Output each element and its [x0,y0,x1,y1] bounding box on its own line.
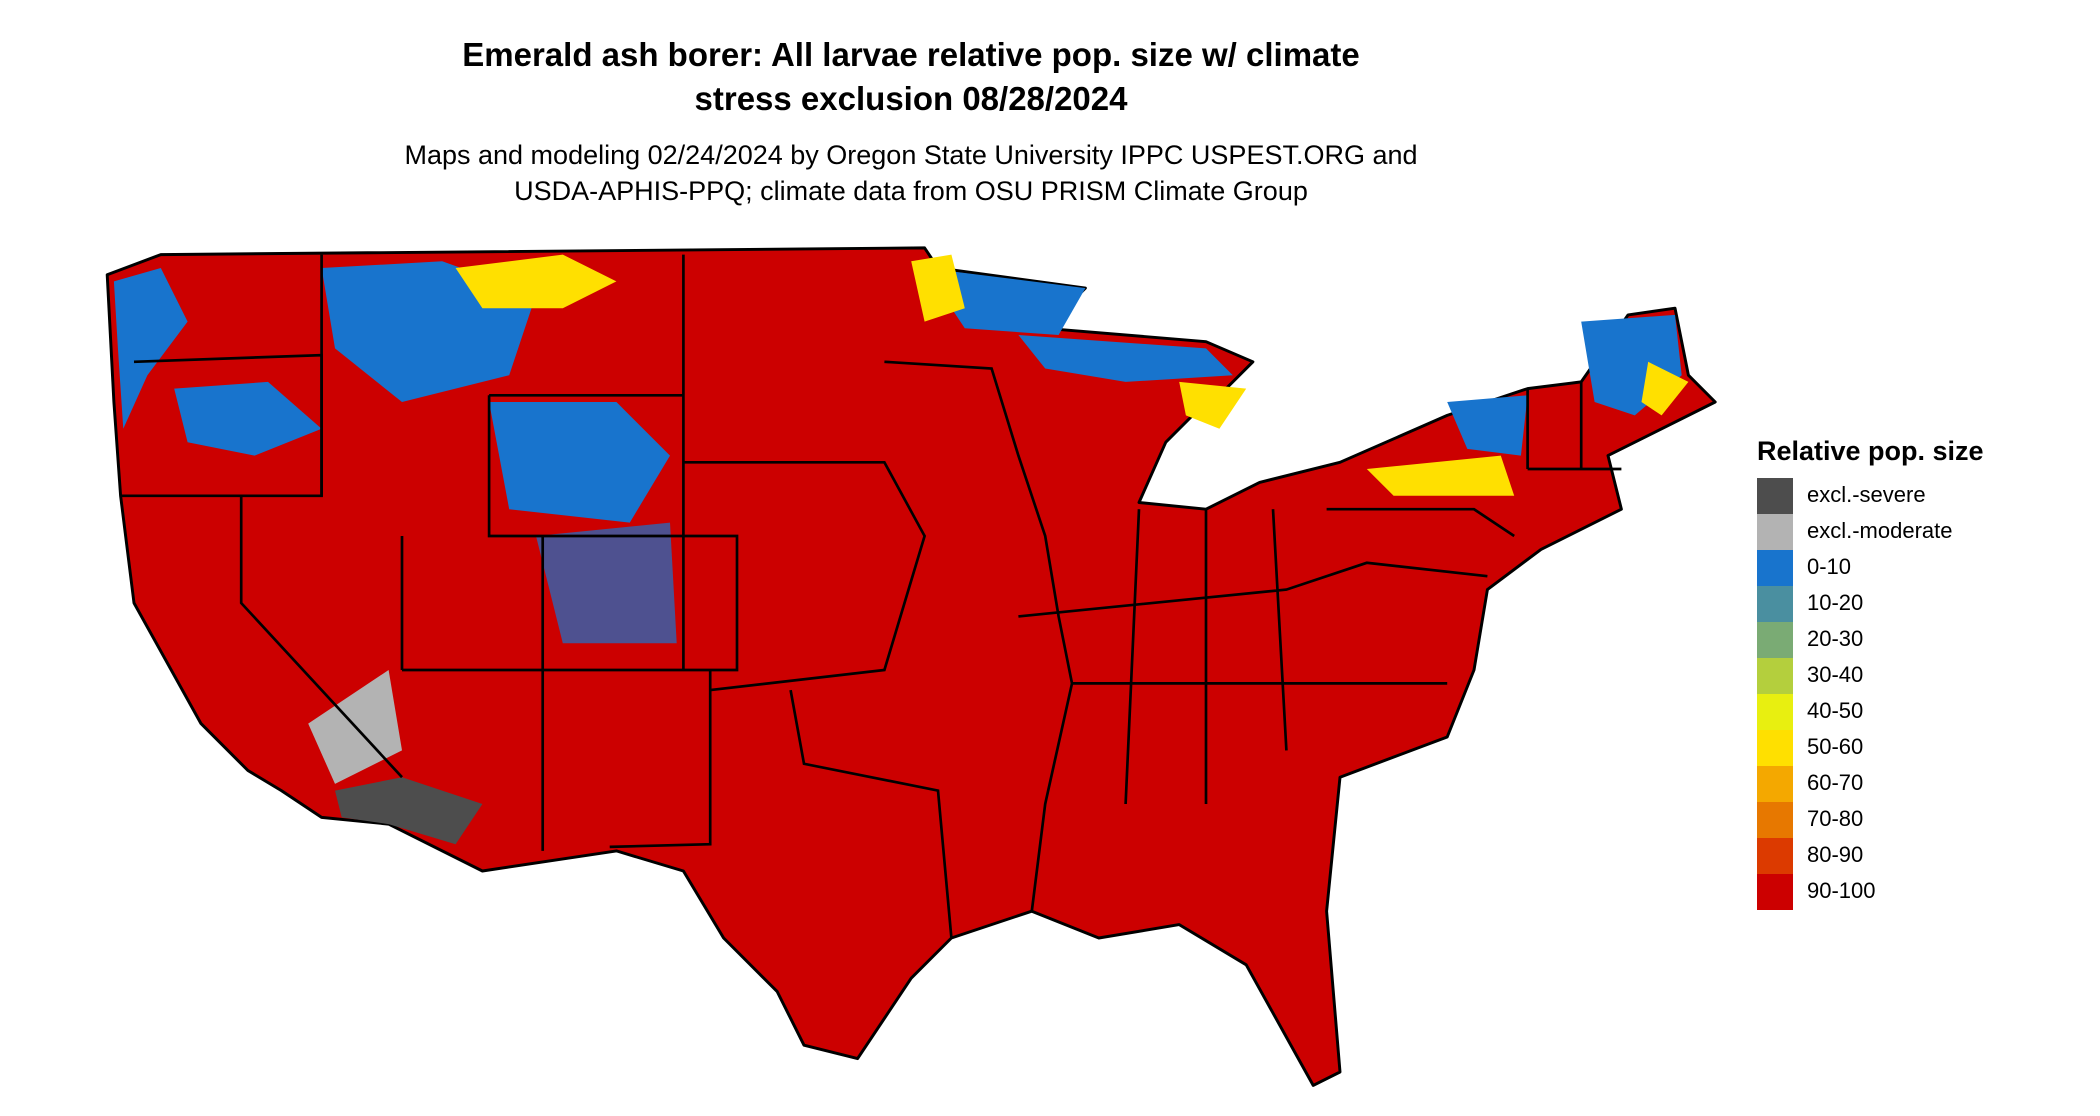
legend-swatch [1757,838,1793,874]
legend-swatch [1757,802,1793,838]
us-outline [105,246,1717,1087]
legend-swatch [1757,514,1793,550]
legend-swatch [1757,622,1793,658]
legend-label: 90-100 [1807,878,1876,903]
title-line: Emerald ash borer: All larvae relative p… [462,36,1359,73]
subtitle-line: USDA-APHIS-PPQ; climate data from OSU PR… [514,176,1308,206]
state-borders [120,254,1622,939]
legend-label: 70-80 [1807,806,1863,831]
legend-label: 80-90 [1807,842,1863,867]
legend-label: excl.-moderate [1807,518,1953,543]
legend-swatch [1757,694,1793,730]
legend-label: 40-50 [1807,698,1863,723]
title-line: stress exclusion 08/28/2024 [695,80,1129,117]
suitability-patches [113,254,1689,845]
legend: excl.-severe excl.-moderate 0-10 10-20 20-30… [1757,478,1953,910]
legend-label: 50-60 [1807,734,1863,759]
legend-label: 0-10 [1807,554,1851,579]
legend-swatch [1757,658,1793,694]
legend-swatch [1757,478,1793,514]
subtitle-line: Maps and modeling 02/24/2024 by Oregon S… [404,140,1417,170]
legend-title: Relative pop. size [1757,436,1984,466]
legend-label: excl.-severe [1807,482,1926,507]
legend-label: 10-20 [1807,590,1863,615]
legend-swatch [1757,766,1793,802]
legend-swatch [1757,730,1793,766]
us-map [105,246,1717,1087]
legend-swatch [1757,874,1793,910]
legend-swatch [1757,550,1793,586]
legend-label: 60-70 [1807,770,1863,795]
legend-swatch [1757,586,1793,622]
legend-label: 30-40 [1807,662,1863,687]
legend-label: 20-30 [1807,626,1863,651]
